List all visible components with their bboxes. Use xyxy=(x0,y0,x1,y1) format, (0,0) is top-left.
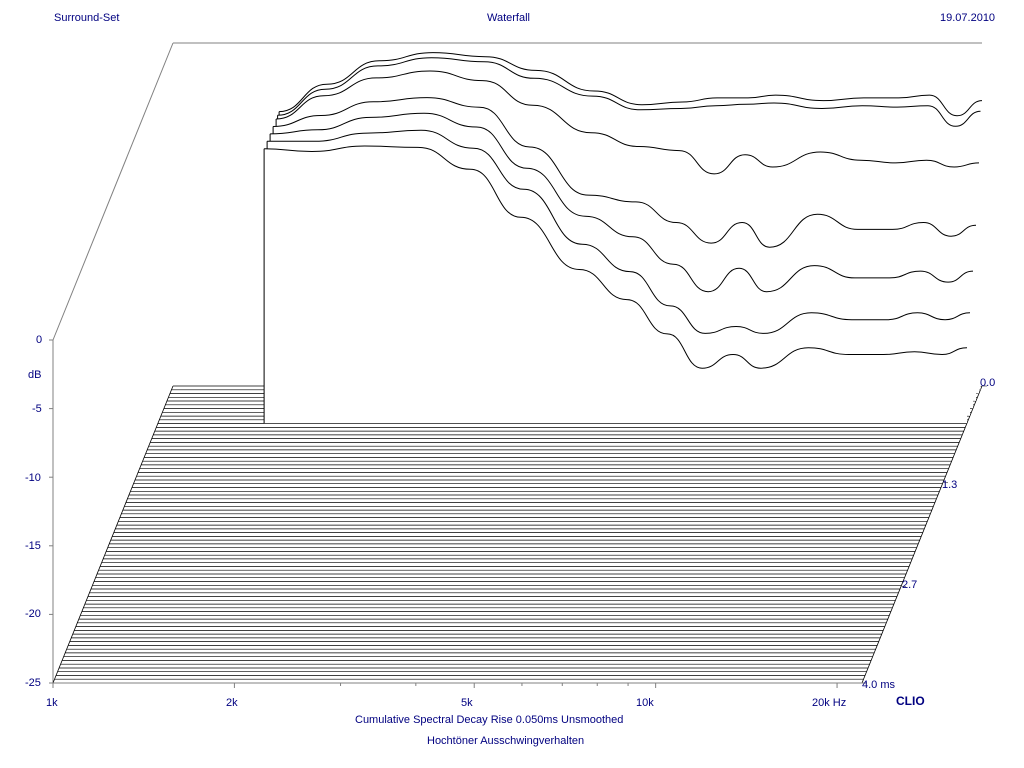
z-tick-label: 0.0 xyxy=(980,377,996,389)
clio-brand: CLIO xyxy=(896,694,925,708)
date-label: 19.07.2010 xyxy=(940,12,996,24)
y-tick-label: -10 xyxy=(25,472,41,484)
z-tick-label: 1.3 xyxy=(942,479,958,491)
time-slices xyxy=(52,385,983,684)
x-tick-label: 10k xyxy=(636,697,654,709)
decay-curve xyxy=(270,112,974,293)
frame xyxy=(52,42,982,683)
x-tick-label: 20k Hz xyxy=(812,697,847,709)
header-left: Surround-Set xyxy=(54,12,120,24)
decay-curve xyxy=(264,145,968,369)
decay-curve xyxy=(279,52,983,117)
chart-title: Waterfall xyxy=(487,12,530,24)
x-tick-label: 1k xyxy=(46,697,58,709)
decay-curve xyxy=(267,129,971,334)
decay-curve xyxy=(277,57,981,127)
y-tick-label: -25 xyxy=(25,677,41,689)
decay-curves xyxy=(263,52,983,424)
decay-curve-fill xyxy=(264,146,968,424)
floor-edge xyxy=(861,385,983,684)
footer-line2: Hochtöner Ausschwingverhalten xyxy=(427,735,585,747)
y-tick-label: -20 xyxy=(25,608,41,620)
y-tick-label: -5 xyxy=(32,403,42,415)
z-tick-label: 2.7 xyxy=(902,579,918,591)
y-axis-label: dB xyxy=(28,369,42,381)
axis-ticks xyxy=(49,339,987,688)
x-tick-label: 2k xyxy=(226,697,238,709)
y-tick-label: -15 xyxy=(25,540,41,552)
x-tick-label: 5k xyxy=(461,697,473,709)
frame-edge xyxy=(52,42,174,341)
footer-line1: Cumulative Spectral Decay Rise 0.050ms U… xyxy=(355,714,624,726)
decay-curve xyxy=(276,70,980,175)
floor-edge xyxy=(52,385,174,684)
y-tick-label: 0 xyxy=(36,334,43,346)
decay-curve xyxy=(273,97,977,248)
z-tick-label: 4.0 ms xyxy=(862,679,896,691)
